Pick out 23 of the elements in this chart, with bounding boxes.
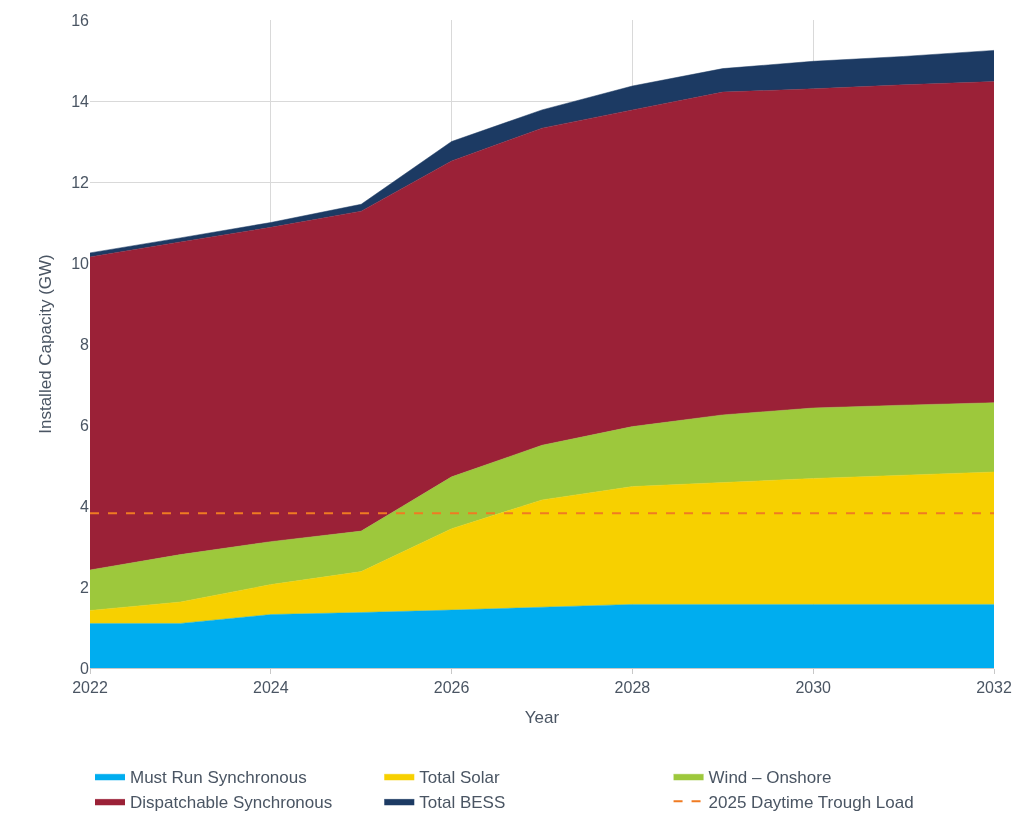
legend-label: Dispatchable Synchronous (130, 793, 333, 812)
legend-label: Total Solar (419, 767, 500, 787)
x-tick-label: 2028 (614, 679, 651, 697)
x-axis-title: Year (524, 707, 560, 727)
y-tick-label: 4 (80, 497, 90, 515)
y-tick-label: 12 (71, 173, 90, 191)
y-tick-label: 14 (71, 92, 90, 110)
x-tick-label: 2024 (253, 679, 289, 697)
x-tick-label: 2026 (433, 679, 470, 697)
y-tick-label: 16 (71, 11, 90, 29)
x-tick-label: 2032 (976, 679, 1012, 697)
x-tick-label: 2030 (795, 679, 832, 697)
y-tick-label: 8 (80, 335, 90, 353)
y-tick-label: 0 (80, 659, 90, 677)
y-tick-label: 10 (71, 254, 90, 272)
legend-label: Total BESS (419, 793, 506, 812)
legend-label: 2025 Daytime Trough Load (708, 793, 914, 812)
x-tick-label: 2022 (72, 679, 108, 697)
y-tick-label: 6 (80, 416, 90, 434)
legend-label: Must Run Synchronous (130, 767, 307, 787)
legend-label: Wind – Onshore (708, 767, 832, 787)
y-tick-label: 2 (80, 578, 90, 596)
y-axis-title: Installed Capacity (GW) (35, 254, 55, 434)
